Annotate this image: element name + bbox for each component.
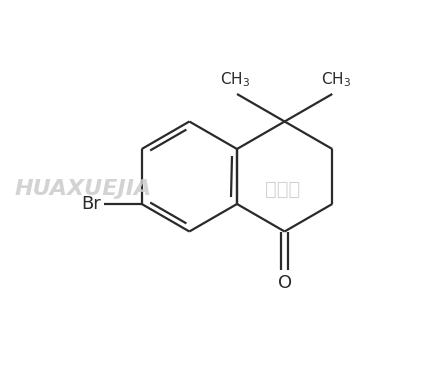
Text: O: O [278, 274, 292, 291]
Text: Br: Br [81, 195, 101, 213]
Text: HUAXUEJIA: HUAXUEJIA [15, 179, 152, 199]
Text: 化学加: 化学加 [265, 179, 300, 199]
Text: CH$_3$: CH$_3$ [321, 70, 351, 89]
Text: CH$_3$: CH$_3$ [220, 70, 250, 89]
